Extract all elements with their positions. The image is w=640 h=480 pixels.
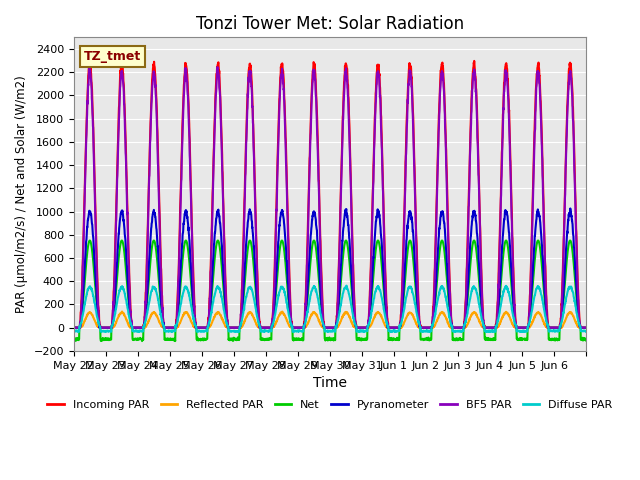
Line: BF5 PAR: BF5 PAR <box>74 67 586 328</box>
Line: Incoming PAR: Incoming PAR <box>74 61 586 328</box>
BF5 PAR <box>361 325 369 331</box>
Net <box>484 337 492 343</box>
Diffuse PAR <box>513 328 521 334</box>
Diffuse PAR <box>70 328 77 334</box>
Reflected PAR <box>70 325 77 331</box>
Reflected PAR <box>582 325 590 331</box>
Diffuse PAR <box>387 329 394 335</box>
BF5 PAR <box>513 325 521 331</box>
Pyranometer <box>484 325 492 331</box>
Net <box>513 335 521 341</box>
Reflected PAR <box>513 325 521 331</box>
Reflected PAR <box>484 325 492 331</box>
Diffuse PAR <box>575 322 583 327</box>
Text: TZ_tmet: TZ_tmet <box>84 50 141 63</box>
Incoming PAR <box>70 325 77 331</box>
BF5 PAR <box>70 325 77 331</box>
Pyranometer <box>232 325 239 331</box>
Incoming PAR <box>582 325 590 331</box>
BF5 PAR <box>484 325 492 331</box>
Incoming PAR <box>121 116 129 121</box>
Legend: Incoming PAR, Reflected PAR, Net, Pyranometer, BF5 PAR, Diffuse PAR: Incoming PAR, Reflected PAR, Net, Pyrano… <box>43 396 617 414</box>
Pyranometer <box>566 205 574 211</box>
Reflected PAR <box>118 309 126 314</box>
Net <box>575 321 583 326</box>
Pyranometer <box>582 325 590 331</box>
Line: Pyranometer: Pyranometer <box>74 208 586 328</box>
Net <box>361 336 369 341</box>
Diffuse PAR <box>582 328 590 334</box>
Diffuse PAR <box>361 328 369 334</box>
Pyranometer <box>513 325 520 331</box>
BF5 PAR <box>121 126 129 132</box>
Net <box>582 336 590 342</box>
Net <box>70 336 77 342</box>
Incoming PAR <box>484 325 492 331</box>
Reflected PAR <box>232 325 239 331</box>
X-axis label: Time: Time <box>313 376 347 390</box>
Reflected PAR <box>122 314 129 320</box>
Reflected PAR <box>361 325 369 331</box>
Net <box>86 238 93 243</box>
Net <box>122 258 129 264</box>
Pyranometer <box>70 325 77 331</box>
BF5 PAR <box>575 314 583 320</box>
BF5 PAR <box>214 64 221 70</box>
Reflected PAR <box>575 324 583 330</box>
BF5 PAR <box>232 325 239 331</box>
Incoming PAR <box>470 58 478 64</box>
Diffuse PAR <box>484 328 492 334</box>
Incoming PAR <box>360 325 368 331</box>
Net <box>232 337 240 343</box>
Pyranometer <box>121 233 129 239</box>
Title: Tonzi Tower Met: Solar Radiation: Tonzi Tower Met: Solar Radiation <box>196 15 464 33</box>
Pyranometer <box>575 317 583 323</box>
Diffuse PAR <box>232 328 239 334</box>
Incoming PAR <box>232 325 239 331</box>
Pyranometer <box>360 325 368 331</box>
Line: Reflected PAR: Reflected PAR <box>74 312 586 328</box>
Y-axis label: PAR (μmol/m2/s) / Net and Solar (W/m2): PAR (μmol/m2/s) / Net and Solar (W/m2) <box>15 75 28 313</box>
BF5 PAR <box>582 325 590 331</box>
Incoming PAR <box>575 310 583 315</box>
Incoming PAR <box>513 325 521 331</box>
Line: Diffuse PAR: Diffuse PAR <box>74 286 586 332</box>
Net <box>172 338 179 344</box>
Line: Net: Net <box>74 240 586 341</box>
Diffuse PAR <box>121 291 129 297</box>
Diffuse PAR <box>342 283 350 288</box>
